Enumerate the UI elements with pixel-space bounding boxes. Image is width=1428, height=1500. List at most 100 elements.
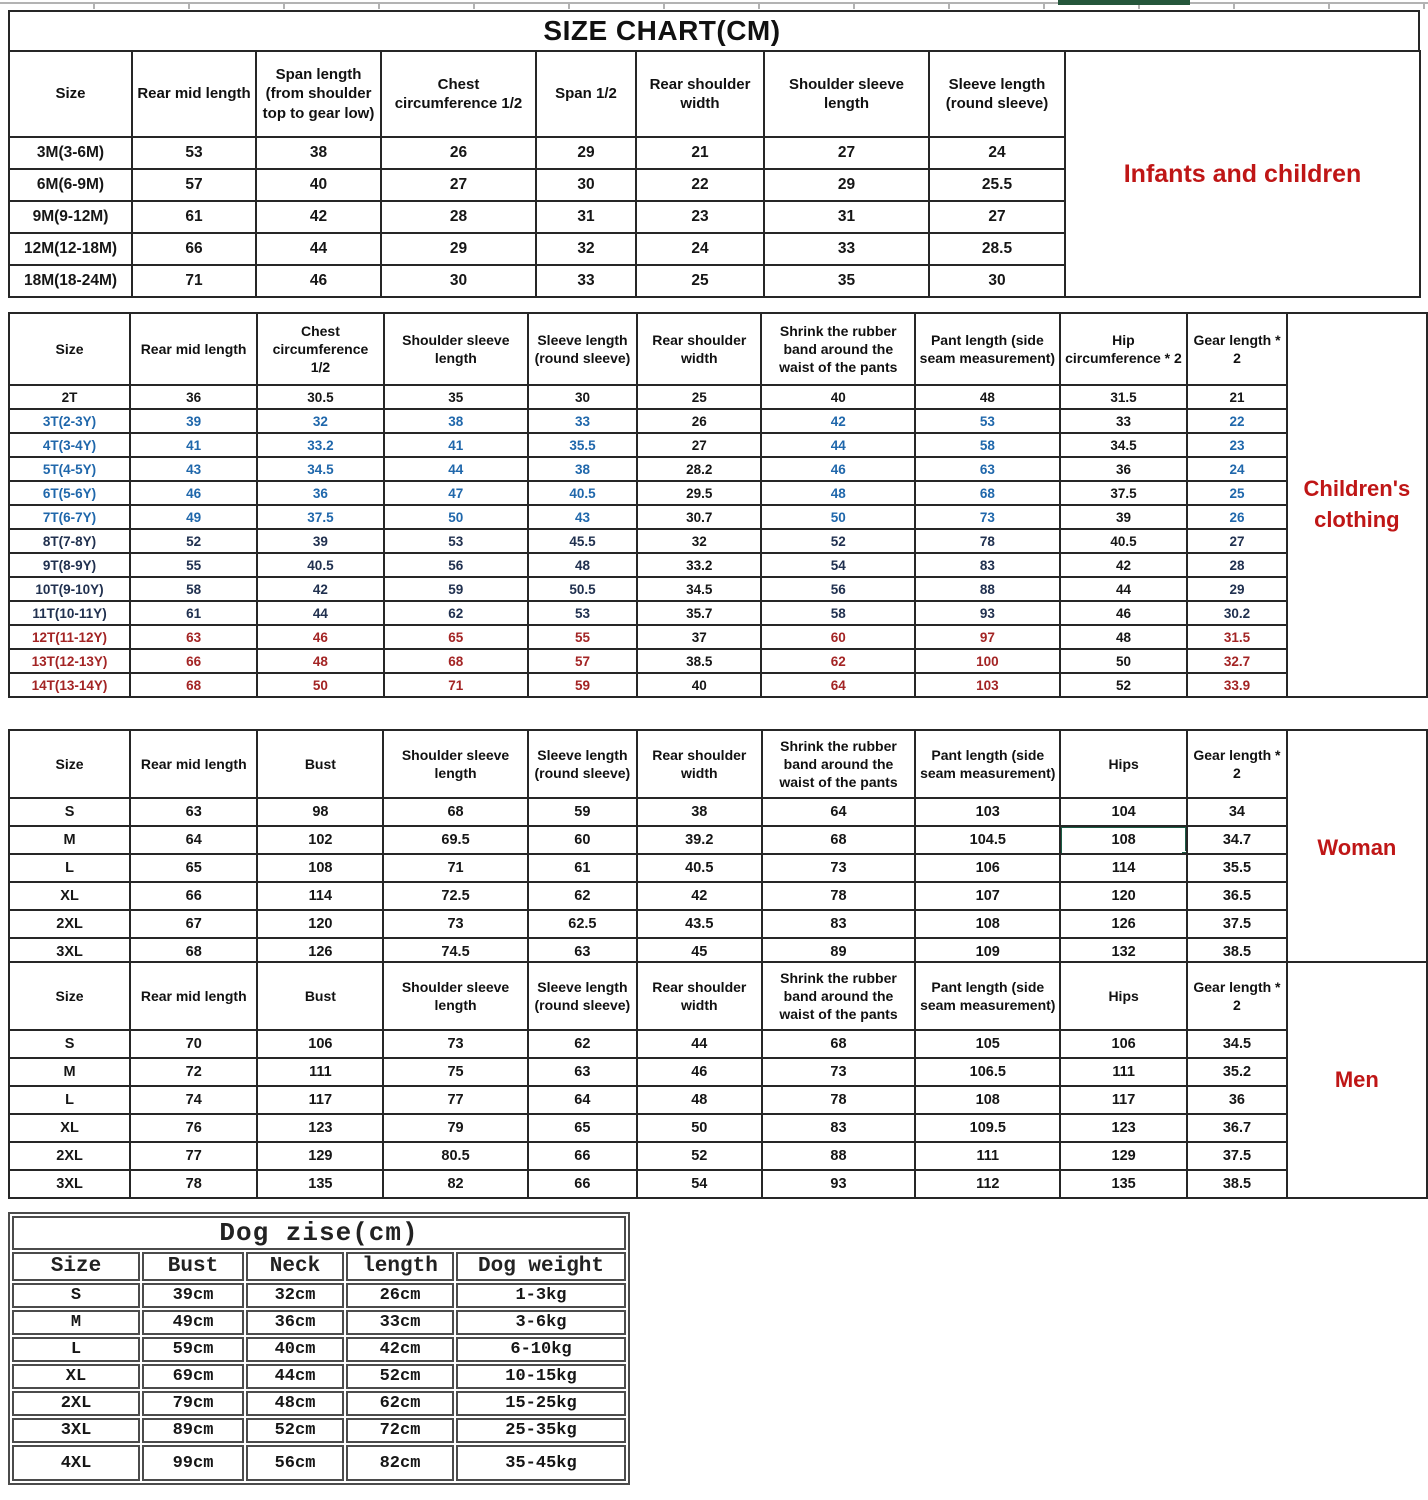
size-cell[interactable]: 2XL	[7, 1141, 132, 1171]
data-cell[interactable]: 104	[1059, 797, 1189, 827]
data-cell[interactable]: 44	[1058, 576, 1189, 602]
data-cell[interactable]: 68	[382, 797, 529, 827]
data-cell[interactable]: 58	[129, 576, 259, 602]
data-cell[interactable]: 60	[760, 624, 917, 650]
data-cell[interactable]: 49	[129, 504, 259, 530]
data-cell[interactable]: 48	[760, 480, 917, 506]
size-cell[interactable]: XL	[7, 1113, 132, 1143]
data-cell[interactable]: 111	[1059, 1057, 1189, 1087]
data-cell[interactable]: 39.2	[636, 825, 763, 855]
data-cell[interactable]: 32	[636, 528, 763, 554]
data-cell[interactable]: 56	[382, 552, 529, 578]
data-cell[interactable]: 83	[760, 1113, 917, 1143]
data-cell[interactable]: 123	[256, 1113, 385, 1143]
size-cell[interactable]: S	[7, 1029, 132, 1059]
data-cell[interactable]: 99cm	[142, 1445, 244, 1481]
data-cell[interactable]: 66	[131, 232, 257, 266]
data-cell[interactable]: 108	[256, 853, 385, 883]
data-cell[interactable]: 46	[129, 480, 259, 506]
data-cell[interactable]: 61	[129, 600, 259, 626]
data-cell[interactable]: 40.5	[1058, 528, 1189, 554]
data-cell[interactable]: 42	[760, 408, 917, 434]
data-cell[interactable]: 28	[380, 200, 537, 234]
data-cell[interactable]: 46	[255, 264, 382, 298]
data-cell[interactable]: 21	[635, 136, 765, 170]
data-cell[interactable]: 77	[382, 1085, 529, 1115]
data-cell[interactable]: 36	[1058, 456, 1189, 482]
data-cell[interactable]: 30	[928, 264, 1066, 298]
data-cell[interactable]: 63	[914, 456, 1061, 482]
data-cell[interactable]: 30.7	[636, 504, 763, 530]
data-cell[interactable]: 111	[256, 1057, 385, 1087]
size-cell[interactable]: 13T(12-13Y)	[7, 648, 132, 674]
size-cell[interactable]: 2T	[7, 384, 132, 410]
data-cell[interactable]: 25	[1186, 480, 1288, 506]
data-cell[interactable]: 32	[256, 408, 385, 434]
data-cell[interactable]: 6-10kg	[456, 1337, 626, 1362]
data-cell[interactable]: 29	[1186, 576, 1288, 602]
data-cell[interactable]: 77	[129, 1141, 259, 1171]
size-cell[interactable]: L	[7, 1085, 132, 1115]
data-cell[interactable]: 40.5	[256, 552, 385, 578]
data-cell[interactable]: 33	[535, 264, 637, 298]
data-cell[interactable]: 78	[914, 528, 1061, 554]
data-cell[interactable]: 44	[636, 1029, 763, 1059]
data-cell[interactable]: 37.5	[1186, 1141, 1288, 1171]
data-cell[interactable]: 68	[760, 825, 917, 855]
size-cell[interactable]: M	[7, 825, 132, 855]
size-cell[interactable]: 3XL	[7, 1169, 132, 1199]
data-cell[interactable]: 53	[131, 136, 257, 170]
data-cell[interactable]: 59	[526, 797, 639, 827]
data-cell[interactable]: 10-15kg	[456, 1364, 626, 1389]
data-cell[interactable]: 37.5	[1058, 480, 1189, 506]
data-cell[interactable]: 52	[636, 1141, 763, 1171]
data-cell[interactable]: 40	[255, 168, 382, 202]
size-cell[interactable]: S	[12, 1283, 140, 1308]
data-cell[interactable]: 39	[1058, 504, 1189, 530]
data-cell[interactable]: 27	[928, 200, 1066, 234]
data-cell[interactable]: 38.5	[1186, 1169, 1288, 1199]
size-cell[interactable]: 3T(2-3Y)	[7, 408, 132, 434]
data-cell[interactable]: 62cm	[346, 1391, 454, 1416]
data-cell[interactable]: 53	[914, 408, 1061, 434]
data-cell[interactable]: 22	[1186, 408, 1288, 434]
data-cell[interactable]: 64	[760, 672, 917, 698]
data-cell[interactable]: 108	[1059, 825, 1189, 855]
data-cell[interactable]: 35.7	[636, 600, 763, 626]
size-cell[interactable]: 11T(10-11Y)	[7, 600, 132, 626]
data-cell[interactable]: 54	[636, 1169, 763, 1199]
data-cell[interactable]: 72cm	[346, 1418, 454, 1443]
data-cell[interactable]: 44cm	[246, 1364, 344, 1389]
data-cell[interactable]: 68	[760, 1029, 917, 1059]
data-cell[interactable]: 30	[380, 264, 537, 298]
data-cell[interactable]: 120	[1059, 881, 1189, 911]
size-cell[interactable]: 4XL	[12, 1445, 140, 1481]
data-cell[interactable]: 69cm	[142, 1364, 244, 1389]
data-cell[interactable]: 36.7	[1186, 1113, 1288, 1143]
data-cell[interactable]: 33.9	[1186, 672, 1288, 698]
data-cell[interactable]: 48	[256, 648, 385, 674]
size-cell[interactable]: XL	[12, 1364, 140, 1389]
data-cell[interactable]: 44	[255, 232, 382, 266]
size-cell[interactable]: 9T(8-9Y)	[7, 552, 132, 578]
data-cell[interactable]: 52	[1058, 672, 1189, 698]
data-cell[interactable]: 29.5	[636, 480, 763, 506]
size-cell[interactable]: 8T(7-8Y)	[7, 528, 132, 554]
data-cell[interactable]: 30.5	[256, 384, 385, 410]
data-cell[interactable]: 61	[526, 853, 639, 883]
data-cell[interactable]: 54	[760, 552, 917, 578]
data-cell[interactable]: 22	[635, 168, 765, 202]
data-cell[interactable]: 38.5	[636, 648, 763, 674]
data-cell[interactable]: 1-3kg	[456, 1283, 626, 1308]
data-cell[interactable]: 27	[380, 168, 537, 202]
data-cell[interactable]: 36.5	[1186, 881, 1288, 911]
data-cell[interactable]: 45.5	[526, 528, 639, 554]
data-cell[interactable]: 36	[1186, 1085, 1288, 1115]
data-cell[interactable]: 102	[256, 825, 385, 855]
data-cell[interactable]: 58	[914, 432, 1061, 458]
data-cell[interactable]: 34.7	[1186, 825, 1288, 855]
data-cell[interactable]: 42cm	[346, 1337, 454, 1362]
data-cell[interactable]: 25.5	[928, 168, 1066, 202]
size-cell[interactable]: L	[12, 1337, 140, 1362]
data-cell[interactable]: 56	[760, 576, 917, 602]
